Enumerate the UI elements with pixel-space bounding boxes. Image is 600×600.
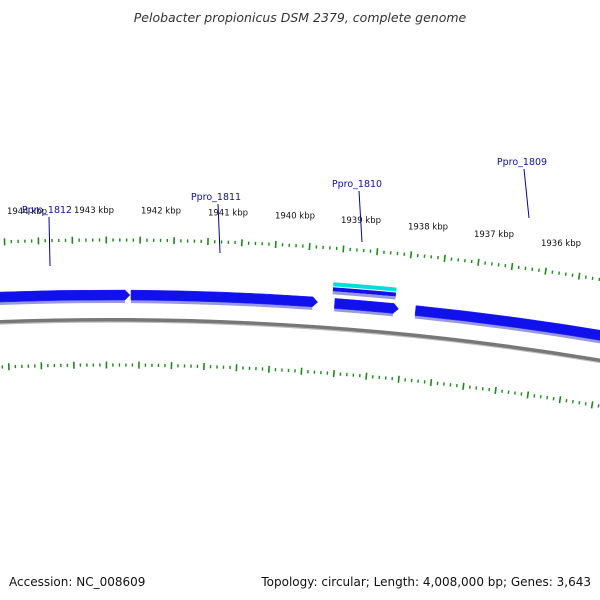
gene-arrow[interactable] (130, 289, 318, 308)
outer-major-tick (409, 251, 413, 259)
outer-major-tick (577, 272, 581, 280)
gene-arrow[interactable] (333, 298, 399, 314)
inner-minor-tick (578, 401, 581, 405)
inner-tick-ring (1, 361, 600, 409)
feature-highlight-shadow (332, 291, 396, 300)
outer-minor-tick (591, 276, 594, 280)
gene-arrow[interactable] (0, 289, 131, 303)
gene-labels: Ppro_1812 Ppro_1811 Ppro_1810 Ppro_1809 (22, 157, 547, 267)
inner-minor-tick (597, 404, 600, 408)
gene-shadow (414, 315, 600, 344)
kbp-tick-label: 1936 kbp (541, 239, 581, 249)
outer-major-tick (510, 262, 514, 271)
inner-major-tick (397, 375, 400, 383)
kbp-tick-label: 1938 kbp (408, 222, 448, 232)
kbp-tick-label: 1944 kbp (7, 207, 47, 217)
outer-minor-tick (598, 277, 600, 282)
gene-label[interactable]: Ppro_1810 (332, 179, 382, 190)
feature-highlight-band[interactable] (332, 287, 397, 297)
genome-summary: Topology: circular; Length: 4,008,000 bp… (261, 575, 591, 589)
inner-major-tick (332, 370, 335, 378)
outer-major-tick (544, 267, 547, 275)
kbp-scale-labels: 1944 kbp 1943 kbp 1942 kbp 1941 kbp 1940 kbp… (7, 206, 581, 249)
gene-label[interactable]: Ppro_1811 (191, 192, 241, 203)
inner-major-tick (526, 391, 530, 399)
genome-backbone (0, 317, 600, 364)
map-title: Pelobacter propionicus DSM 2379, complet… (134, 10, 467, 25)
inner-major-tick (462, 382, 465, 390)
gene-track (0, 282, 600, 344)
outer-major-tick (342, 245, 345, 253)
inner-major-tick (429, 379, 433, 387)
accession-label: Accession: NC_008609 (9, 575, 146, 589)
kbp-tick-label: 1941 kbp (208, 208, 248, 218)
inner-minor-tick (584, 402, 587, 406)
gene-shadow (0, 300, 125, 306)
gene-leader-line (358, 190, 363, 243)
gene-label[interactable]: Ppro_1812 (22, 205, 72, 216)
outer-major-tick (477, 258, 480, 266)
kbp-tick-label: 1937 kbp (474, 230, 514, 240)
inner-major-tick (590, 401, 594, 409)
outer-major-tick (443, 254, 446, 262)
backbone-highlight (0, 321, 600, 364)
kbp-tick-label: 1940 kbp (275, 212, 315, 222)
gene-label[interactable]: Ppro_1809 (497, 157, 547, 168)
outer-tick-ring (3, 236, 600, 282)
outer-major-tick (376, 248, 379, 256)
feature-highlight[interactable] (333, 282, 397, 292)
gene-shadow (130, 300, 313, 310)
inner-minor-tick (571, 400, 574, 404)
gene-shadow (334, 308, 394, 317)
gene-leader-line (523, 168, 530, 219)
gene-leader-line (217, 203, 221, 254)
gene-arrow[interactable] (414, 305, 600, 344)
inner-major-tick (558, 396, 562, 404)
gene-leader-line (48, 216, 51, 267)
backbone-line (0, 317, 600, 363)
kbp-tick-label: 1943 kbp (74, 206, 114, 216)
inner-major-tick (365, 372, 368, 380)
inner-major-tick (494, 386, 497, 395)
kbp-tick-label: 1942 kbp (141, 206, 181, 216)
